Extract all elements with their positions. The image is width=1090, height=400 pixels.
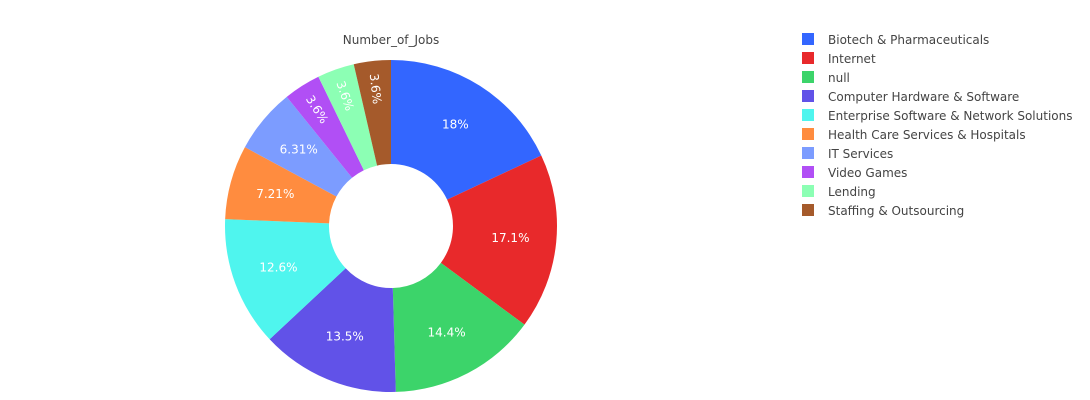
legend-label: IT Services	[828, 147, 893, 161]
legend-swatch	[802, 71, 814, 83]
legend-swatch	[802, 128, 814, 140]
legend-swatch	[802, 109, 814, 121]
legend-item-internet[interactable]: Internet	[802, 52, 876, 66]
slice-enterprise-software-network-solutions[interactable]	[225, 219, 346, 340]
legend-item-lending[interactable]: Lending	[802, 185, 876, 199]
slice-null[interactable]	[392, 262, 525, 392]
legend-label: null	[828, 71, 850, 85]
legend-swatch	[802, 204, 814, 216]
slice-health-care-services-hospitals[interactable]	[225, 147, 337, 224]
slice-label-internet: 17.1%	[491, 231, 529, 245]
slice-label-null: 14.4%	[428, 325, 466, 339]
slice-it-services[interactable]	[244, 96, 353, 197]
legend-swatch	[802, 33, 814, 45]
legend-label: Computer Hardware & Software	[828, 90, 1019, 104]
slices-group	[225, 60, 558, 393]
slice-label-staffing-outsourcing: 3.6%	[367, 73, 384, 105]
chart-title: Number_of_Jobs	[343, 33, 440, 47]
legend-item-staffing-outsourcing[interactable]: Staffing & Outsourcing	[802, 204, 964, 218]
legend-label: Video Games	[828, 166, 907, 180]
legend-item-it-services[interactable]: IT Services	[802, 147, 893, 161]
legend-item-computer-hardware-software[interactable]: Computer Hardware & Software	[802, 90, 1019, 104]
legend-item-enterprise-software-network-solutions[interactable]: Enterprise Software & Network Solutions	[802, 109, 1072, 123]
legend-label: Lending	[828, 185, 876, 199]
slice-label-health-care-services-hospitals: 7.21%	[256, 187, 294, 201]
slice-label-biotech-pharmaceuticals: 18%	[442, 118, 469, 132]
slice-label-computer-hardware-software: 13.5%	[326, 330, 364, 344]
legend: Biotech & Pharmaceuticals Internet null Com…	[802, 33, 1072, 218]
slice-biotech-pharmaceuticals[interactable]	[391, 60, 542, 200]
slice-label-it-services: 6.31%	[280, 142, 318, 156]
slice-video-games[interactable]	[286, 76, 364, 178]
legend-item-null[interactable]: null	[802, 71, 850, 85]
legend-swatch	[802, 52, 814, 64]
legend-label: Biotech & Pharmaceuticals	[828, 33, 989, 47]
slice-internet[interactable]	[440, 155, 558, 325]
legend-swatch	[802, 185, 814, 197]
legend-swatch	[802, 166, 814, 178]
legend-swatch	[802, 147, 814, 159]
slice-lending[interactable]	[318, 64, 378, 171]
legend-label: Health Care Services & Hospitals	[828, 128, 1026, 142]
slice-staffing-outsourcing[interactable]	[353, 60, 391, 166]
slice-computer-hardware-software[interactable]	[269, 268, 396, 393]
legend-item-biotech-pharmaceuticals[interactable]: Biotech & Pharmaceuticals	[802, 33, 989, 47]
legend-item-health-care-services-hospitals[interactable]: Health Care Services & Hospitals	[802, 128, 1026, 142]
legend-item-video-games[interactable]: Video Games	[802, 166, 907, 180]
slice-label-enterprise-software-network-solutions: 12.6%	[259, 261, 297, 275]
legend-swatch	[802, 90, 814, 102]
legend-label: Internet	[828, 52, 876, 66]
legend-label: Enterprise Software & Network Solutions	[828, 109, 1072, 123]
legend-label: Staffing & Outsourcing	[828, 204, 964, 218]
